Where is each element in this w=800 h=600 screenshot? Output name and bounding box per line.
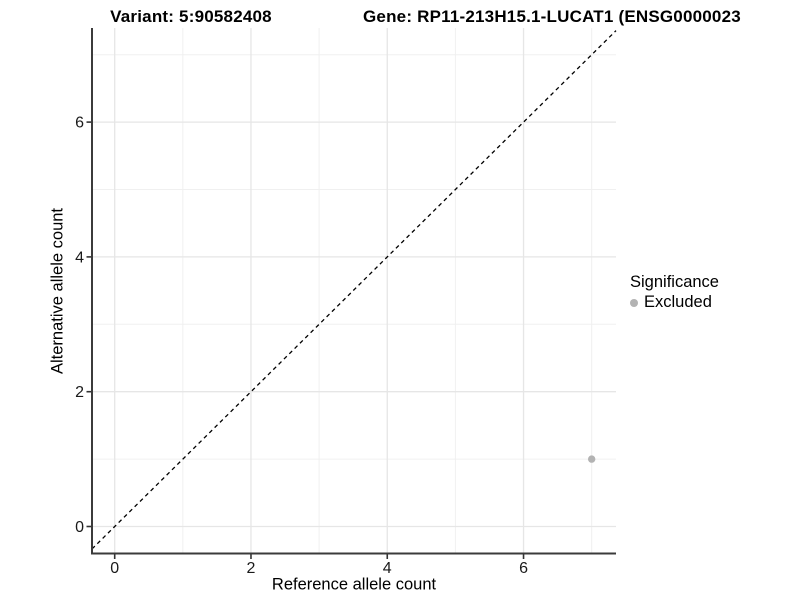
legend: Significance Excluded [630,273,719,312]
legend-item-label: Excluded [644,293,712,311]
data-point [587,455,596,463]
x-axis-title: Reference allele count [271,575,437,594]
y-axis-title: Alternative allele count [48,207,67,375]
identity-dashed-line [91,30,617,550]
x-tick-label: 4 [383,560,392,577]
legend-title: Significance [630,273,719,291]
gene-title: Gene: RP11-213H15.1-LUCAT1 (ENSG0000023 [363,7,741,26]
y-tick-label: 4 [75,249,84,266]
legend-item-excluded: Excluded [630,293,719,312]
x-tick-label: 0 [110,560,119,577]
y-tick-label: 2 [75,384,84,401]
legend-point-icon [630,298,638,307]
x-tick-label: 6 [519,560,528,577]
y-tick-label: 0 [75,519,84,536]
y-tick-label: 6 [75,115,84,132]
x-tick-label: 2 [247,560,256,577]
variant-title: Variant: 5:90582408 [110,7,272,26]
